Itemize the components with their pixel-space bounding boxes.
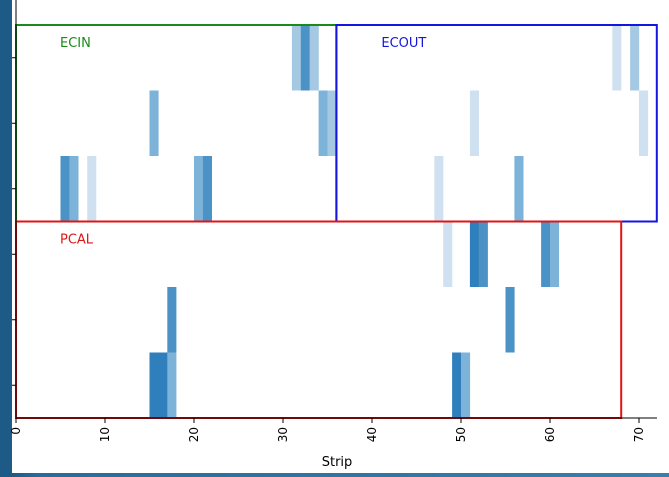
x-tick-label: 70: [632, 427, 646, 442]
x-tick-label: 60: [543, 427, 557, 442]
x-tick-label: 50: [454, 427, 468, 442]
heatmap-cells: [60, 25, 649, 418]
region-label-pcal: PCAL: [60, 233, 94, 248]
heatmap-cell: [452, 352, 462, 418]
heatmap-cell: [291, 25, 301, 91]
heatmap-cell: [550, 221, 560, 287]
heatmap-cell: [158, 352, 168, 418]
heatmap-cell: [167, 287, 177, 353]
heatmap-cell: [434, 156, 444, 222]
x-tick-label: 20: [187, 427, 201, 442]
heatmap-cell: [69, 156, 79, 222]
heatmap-cell: [149, 90, 159, 156]
heatmap-cell: [612, 25, 622, 91]
heatmap-cell: [443, 221, 453, 287]
heatmap-cell: [541, 221, 551, 287]
axes: 0 10 20 30 40 50 60 70: [9, 0, 657, 442]
heatmap-cell: [461, 352, 471, 418]
heatmap-cell: [149, 352, 159, 418]
heatmap-cell: [327, 90, 337, 156]
x-tick-label: 10: [98, 427, 112, 442]
heatmap-cell: [469, 221, 479, 287]
heatmap-cell: [478, 221, 488, 287]
x-axis-label: Strip: [322, 455, 353, 470]
heatmap-cell: [639, 90, 649, 156]
x-tick-label: 30: [276, 427, 290, 442]
heatmap-cell: [318, 90, 328, 156]
heatmap-cell: [202, 156, 212, 222]
heatmap-cell: [505, 287, 515, 353]
region-label-ecin: ECIN: [60, 36, 91, 51]
x-tick-label: 0: [9, 427, 23, 435]
heatmap-cell: [87, 156, 97, 222]
x-tick-label: 40: [365, 427, 379, 442]
heatmap-cell: [630, 25, 640, 91]
plot-background: [12, 0, 669, 473]
heatmap-cell: [167, 352, 177, 418]
heatmap-cell: [514, 156, 524, 222]
heatmap-cell: [194, 156, 204, 222]
heatmap-cell: [469, 90, 479, 156]
heatmap-cell: [309, 25, 319, 91]
heatmap-cell: [300, 25, 310, 91]
region-label-ecout: ECOUT: [381, 36, 426, 51]
heatmap-cell: [60, 156, 70, 222]
